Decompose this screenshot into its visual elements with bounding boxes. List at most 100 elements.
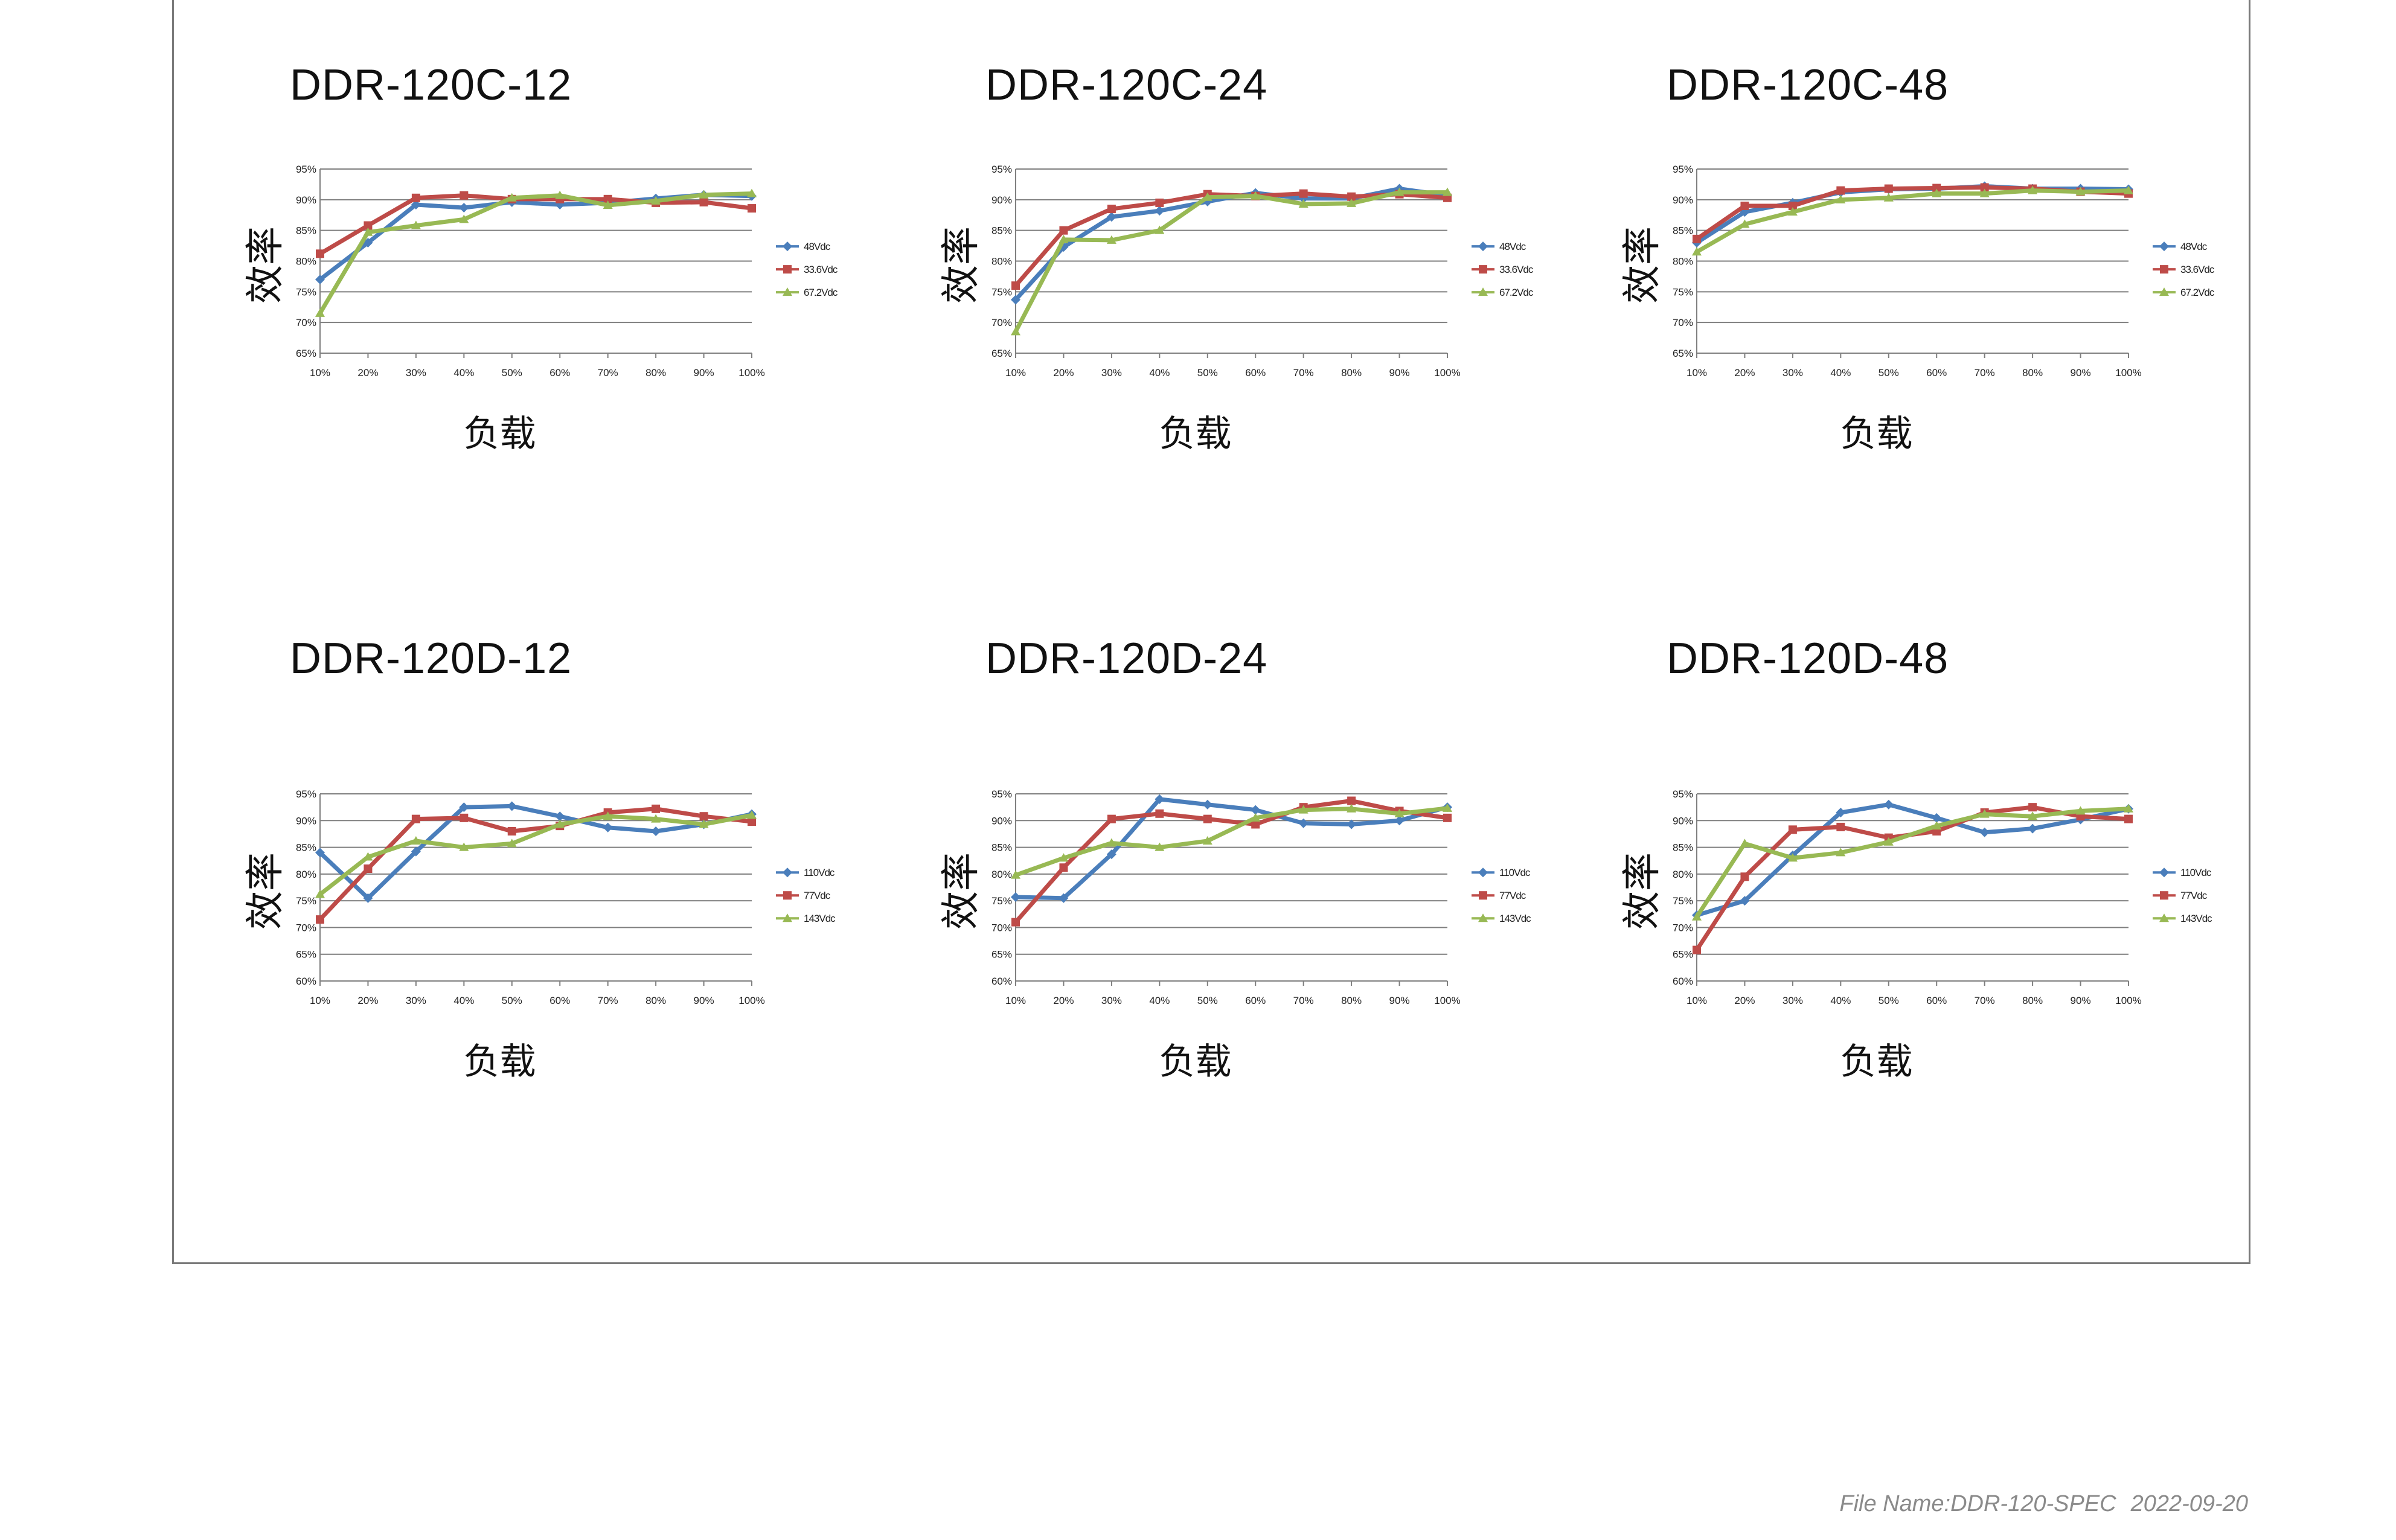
- data-point: [363, 227, 373, 236]
- data-point: [1836, 822, 1845, 831]
- x-tick-label: 70%: [1293, 995, 1314, 1006]
- series-line: [1013, 187, 1450, 302]
- data-point: [1059, 893, 1069, 903]
- data-point: [460, 191, 469, 200]
- x-tick-label: 80%: [2022, 367, 2043, 379]
- x-tick-label: 10%: [310, 995, 330, 1006]
- x-tick-label: 100%: [1434, 995, 1460, 1006]
- data-point: [1203, 814, 1212, 823]
- data-point: [2028, 823, 2038, 834]
- legend-marker: [783, 265, 792, 274]
- data-point: [1202, 799, 1212, 810]
- data-point: [411, 814, 420, 823]
- data-point: [459, 842, 469, 851]
- y-axis-label: 效率: [243, 852, 288, 930]
- legend-label: 67.2Vdc: [1499, 287, 1534, 298]
- y-tick-label: 80%: [296, 869, 316, 880]
- x-tick-label: 80%: [1341, 367, 1362, 379]
- data-point: [363, 893, 373, 903]
- document-frame: [172, 0, 2250, 1264]
- data-point: [748, 204, 756, 213]
- data-point: [459, 214, 469, 223]
- series-line: [1694, 188, 2131, 254]
- chart-panel: DDR-120D-48 效率 负载 60% 65% 70% 75% 80% 85% 90% 95% 1…: [1620, 634, 2331, 1105]
- y-tick-label: 70%: [991, 317, 1012, 328]
- legend-marker: [2159, 241, 2169, 252]
- data-point: [1155, 809, 1164, 818]
- y-tick-label: 90%: [1673, 815, 1693, 826]
- chart-title: DDR-120C-24: [985, 61, 1268, 109]
- data-point: [1836, 848, 1846, 857]
- y-axis-label: 效率: [243, 226, 288, 304]
- legend-label: 143Vdc: [2180, 913, 2212, 924]
- x-tick-label: 10%: [1005, 995, 1026, 1006]
- x-tick-label: 60%: [1926, 367, 1947, 379]
- data-point: [2124, 814, 2133, 823]
- x-tick-label: 40%: [1149, 367, 1170, 379]
- data-point: [1251, 813, 1261, 822]
- legend-label: 110Vdc: [2180, 867, 2212, 878]
- data-point: [459, 802, 469, 813]
- x-tick-label: 80%: [2022, 995, 2043, 1006]
- series-line: [1694, 805, 2131, 953]
- data-point: [1106, 849, 1116, 860]
- x-tick-label: 30%: [406, 367, 426, 379]
- data-point: [1394, 816, 1405, 826]
- chart-svg: 65% 70% 75% 80% 85% 90% 95% 10% 20% 30% 40% 50% 60% 7…: [1673, 164, 2215, 379]
- x-tick-label: 80%: [645, 995, 666, 1006]
- data-point: [507, 827, 516, 835]
- data-point: [699, 197, 708, 206]
- y-tick-label: 60%: [991, 976, 1012, 987]
- chart-panel: DDR-120C-24 效率 负载 65% 70% 75% 80% 85% 90% 95% 10% 2…: [939, 60, 1650, 531]
- y-tick-label: 95%: [296, 788, 316, 800]
- y-tick-label: 65%: [296, 348, 316, 359]
- x-tick-label: 40%: [453, 367, 474, 379]
- x-axis-label: 负载: [463, 1041, 536, 1083]
- x-tick-label: 100%: [738, 367, 764, 379]
- x-tick-label: 90%: [1389, 995, 1410, 1006]
- y-tick-label: 80%: [1673, 256, 1693, 267]
- data-point: [1443, 813, 1452, 822]
- x-tick-label: 20%: [1734, 995, 1755, 1006]
- series-line: [318, 813, 754, 897]
- data-point: [699, 190, 709, 199]
- x-tick-label: 10%: [1005, 367, 1026, 379]
- legend-marker: [2159, 287, 2169, 296]
- data-point: [1298, 818, 1309, 828]
- y-tick-label: 90%: [991, 194, 1012, 206]
- x-tick-label: 70%: [1975, 995, 1995, 1006]
- legend-label: 77Vdc: [1499, 890, 1526, 901]
- x-tick-label: 50%: [502, 995, 522, 1006]
- data-point: [316, 915, 324, 924]
- legend-label: 143Vdc: [1499, 913, 1531, 924]
- data-point: [1011, 295, 1020, 305]
- x-tick-label: 80%: [1341, 995, 1362, 1006]
- series-line: [1013, 190, 1450, 334]
- footer: File Name:DDR-120-SPEC 2022-09-20: [1825, 1491, 2248, 1517]
- x-tick-label: 30%: [1101, 995, 1122, 1006]
- data-point: [699, 812, 708, 821]
- data-point: [1443, 803, 1452, 812]
- data-point: [603, 822, 613, 832]
- data-point: [1883, 193, 1894, 202]
- data-point: [1298, 199, 1309, 208]
- x-tick-label: 30%: [1783, 367, 1803, 379]
- y-tick-label: 70%: [296, 922, 316, 933]
- data-point: [1298, 805, 1309, 814]
- data-point: [652, 804, 661, 813]
- x-tick-label: 20%: [1053, 995, 1074, 1006]
- series-line: [318, 804, 754, 901]
- series-line: [1013, 799, 1450, 925]
- y-tick-label: 90%: [991, 815, 1012, 826]
- x-tick-label: 10%: [1686, 995, 1707, 1006]
- x-tick-label: 20%: [1734, 367, 1755, 379]
- data-point: [459, 203, 469, 213]
- data-point: [1347, 192, 1356, 201]
- data-point: [315, 308, 325, 317]
- data-point: [1202, 192, 1212, 201]
- footer-date: 2022-09-20: [2130, 1491, 2248, 1516]
- y-tick-label: 65%: [1673, 949, 1693, 960]
- y-tick-label: 80%: [296, 256, 316, 267]
- data-point: [603, 811, 613, 820]
- y-tick-label: 85%: [991, 842, 1012, 854]
